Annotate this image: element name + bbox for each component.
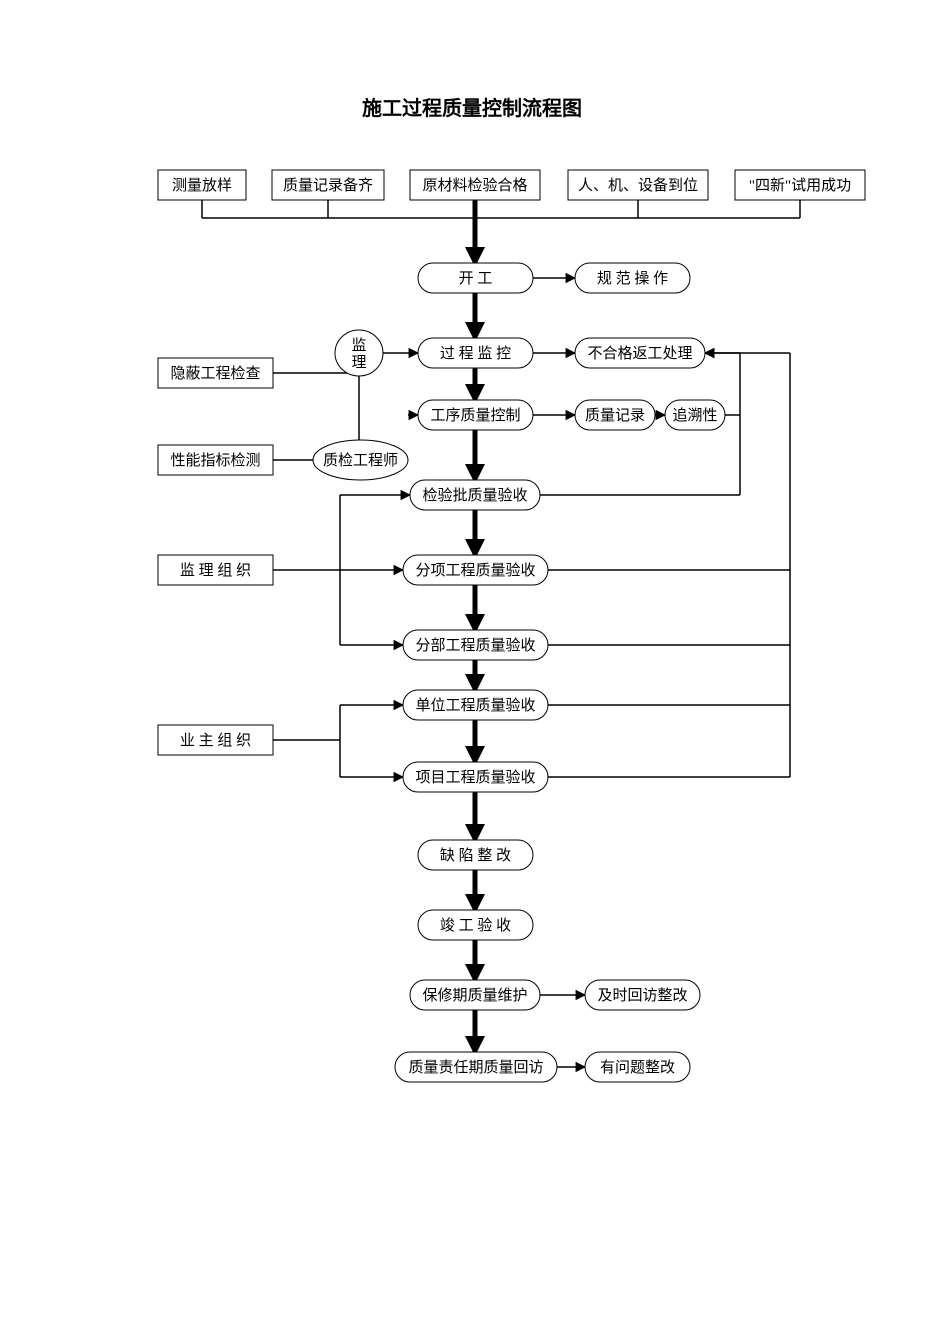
node-label-normop: 规 范 操 作 <box>597 270 668 287</box>
node-label-sup_org: 监 理 组 织 <box>180 562 251 579</box>
node-label-revisit: 及时回访整改 <box>597 987 687 1004</box>
node-label-top4: 人、机、设备到位 <box>578 177 698 194</box>
node-label-top2: 质量记录备齐 <box>283 177 373 194</box>
node-label-subpart: 分部工程质量验收 <box>415 637 535 654</box>
node-label-trace: 追溯性 <box>672 407 717 424</box>
node-label-rework: 不合格返工处理 <box>587 345 692 362</box>
flowchart-page: 测量放样 质量记录备齐 原材料检验合格 人、机、设备到位 "四新"试用成功开 工 规 范 … <box>0 0 945 1337</box>
node-label-unit: 单位工程质量验收 <box>415 697 535 714</box>
node-label-liability: 质量责任期质量回访 <box>408 1059 543 1076</box>
node-label-process_ctrl: 工序质量控制 <box>430 407 520 424</box>
flowchart-svg: 测量放样 质量记录备齐 原材料检验合格 人、机、设备到位 "四新"试用成功开 工 规 范 … <box>0 0 945 1337</box>
node-label-supervise-1: 监 <box>351 337 366 354</box>
node-label-qrecord: 质量记录 <box>585 407 645 424</box>
node-label-top3: 原材料检验合格 <box>422 177 527 194</box>
node-label-defect: 缺 陷 整 改 <box>440 847 511 864</box>
node-label-issue: 有问题整改 <box>600 1059 675 1076</box>
node-label-project: 项目工程质量验收 <box>415 769 535 786</box>
node-label-perf: 性能指标检测 <box>170 452 260 469</box>
node-label-warranty: 保修期质量维护 <box>422 987 527 1004</box>
node-label-complete: 竣 工 验 收 <box>440 917 511 934</box>
node-label-hidden: 隐蔽工程检查 <box>170 365 260 382</box>
node-label-monitor: 过 程 监 控 <box>440 345 511 362</box>
node-label-subitem: 分项工程质量验收 <box>415 562 535 579</box>
node-label-qc_eng: 质检工程师 <box>323 452 398 469</box>
node-label-top5: "四新"试用成功 <box>749 177 851 194</box>
node-label-start: 开 工 <box>459 271 493 287</box>
flowchart-title: 施工过程质量控制流程图 <box>362 96 582 120</box>
node-label-top1: 测量放样 <box>172 177 232 194</box>
node-label-batch: 检验批质量验收 <box>422 487 527 504</box>
node-label-owner: 业 主 组 织 <box>180 732 251 749</box>
node-label-supervise-2: 理 <box>351 355 366 371</box>
